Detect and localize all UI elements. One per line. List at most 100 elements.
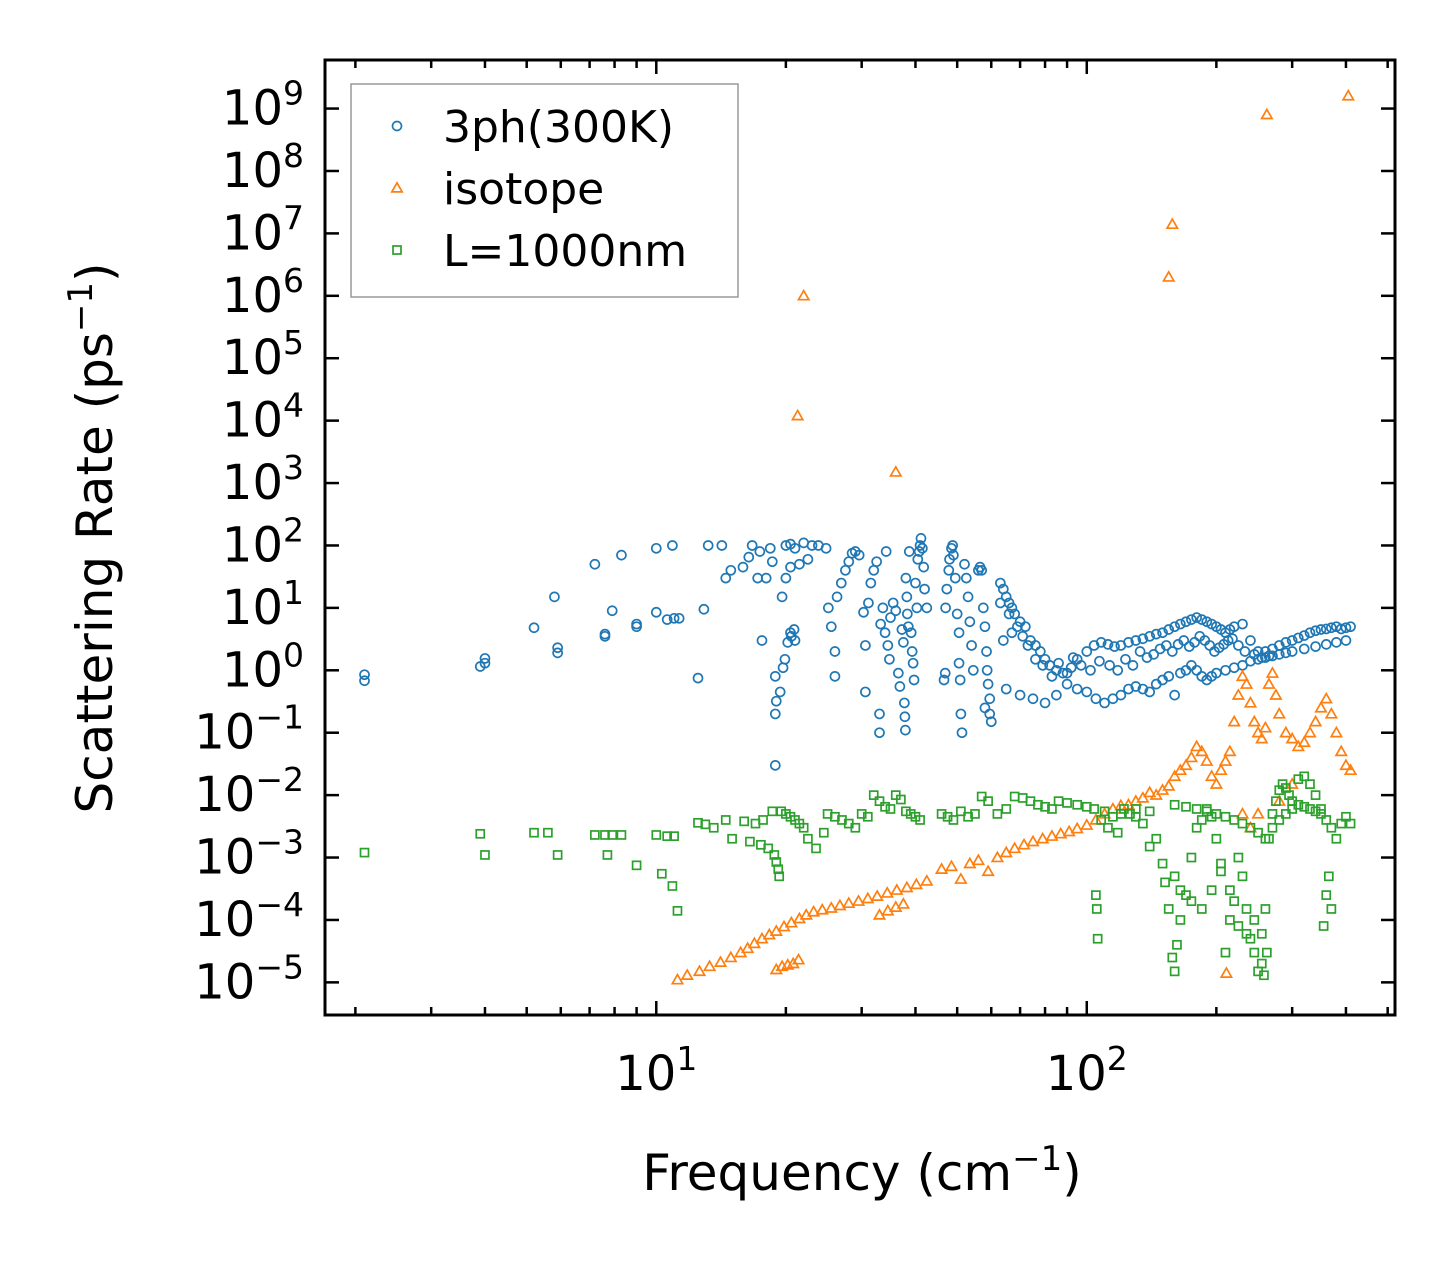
circle-point — [921, 602, 933, 614]
triangle-point — [1279, 725, 1293, 738]
circle-point — [1003, 608, 1015, 620]
circle-point — [760, 572, 772, 584]
circle-point — [1130, 635, 1142, 646]
triangle-point — [1189, 739, 1204, 752]
circle-point — [1237, 618, 1248, 630]
square-point — [1220, 947, 1231, 958]
triangle-point — [1036, 831, 1050, 844]
triangle-point — [1265, 666, 1280, 678]
circle-point — [1326, 622, 1337, 634]
circle-point — [698, 603, 710, 615]
square-point — [868, 790, 879, 800]
circle-point — [1109, 641, 1120, 652]
circle-point — [1304, 627, 1316, 639]
triangle-point — [900, 880, 914, 893]
triangle-point — [1303, 725, 1317, 738]
circle-point — [1298, 643, 1310, 655]
triangle-point — [1204, 769, 1219, 782]
circle-point — [853, 549, 865, 561]
triangle-point — [1167, 769, 1182, 782]
circle-point — [1000, 683, 1012, 695]
circle-point — [1256, 652, 1268, 663]
circle-point — [822, 602, 834, 614]
square-point — [1169, 799, 1180, 810]
circle-point — [1000, 591, 1012, 603]
circle-point — [912, 553, 924, 565]
triangle-point — [1143, 785, 1157, 798]
square-point — [1299, 801, 1310, 812]
circle-point — [789, 635, 801, 646]
square-point — [763, 843, 774, 854]
square-point — [631, 860, 642, 871]
triangle-point — [680, 968, 694, 981]
square-point — [1201, 806, 1212, 817]
triangle-point — [1343, 763, 1358, 776]
square-point — [1274, 815, 1285, 825]
triangle-point — [1269, 688, 1283, 700]
circle-point — [919, 583, 930, 595]
square-point — [1211, 833, 1222, 844]
square-point — [1144, 806, 1155, 817]
triangle-point — [1200, 754, 1214, 766]
triangle-point — [934, 862, 949, 874]
y-tick-label: 107 — [222, 198, 304, 261]
square-point — [1091, 890, 1101, 900]
triangle-point — [1235, 806, 1250, 819]
square-point — [1181, 801, 1191, 812]
circle-point — [776, 591, 788, 603]
circle-point — [908, 674, 920, 686]
circle-point — [788, 624, 800, 635]
circle-point — [668, 612, 680, 624]
circle-point — [599, 630, 611, 642]
circle-point — [899, 697, 910, 709]
circle-point — [1027, 693, 1039, 705]
circle-point — [1127, 660, 1139, 671]
circle-point — [875, 618, 886, 630]
square-point — [667, 881, 678, 891]
circle-point — [874, 727, 885, 739]
circle-point — [1046, 670, 1058, 682]
circle-point — [1012, 621, 1023, 633]
circle-point — [1150, 628, 1162, 640]
circle-point — [1298, 630, 1310, 641]
circle-point — [1134, 646, 1146, 657]
circle-point — [692, 672, 704, 684]
square-point — [1119, 804, 1129, 814]
square-point — [1216, 866, 1226, 877]
square-point — [1345, 818, 1356, 829]
triangle-point — [1329, 725, 1344, 738]
y-tick-label: 103 — [222, 448, 304, 511]
circle-point — [1006, 602, 1018, 614]
triangle-point — [1262, 677, 1276, 689]
circle-point — [1095, 637, 1107, 648]
square-point — [850, 822, 861, 833]
circle-point — [1191, 612, 1203, 623]
triangle-point — [1165, 217, 1179, 230]
circle-point — [1102, 639, 1114, 650]
square-point — [1112, 827, 1123, 838]
square-point — [1225, 885, 1235, 896]
circle-point — [769, 670, 781, 682]
square-point — [590, 830, 600, 840]
triangle-point — [713, 955, 728, 968]
circle-point — [951, 608, 963, 620]
square-point — [1130, 804, 1141, 814]
square-point — [1225, 915, 1235, 925]
circle-point — [1196, 614, 1208, 625]
triangle-point — [954, 872, 968, 884]
circle-point — [900, 724, 911, 736]
circle-point — [1075, 660, 1087, 671]
square-point — [1293, 799, 1304, 810]
y-tick-label: 106 — [222, 261, 304, 324]
circle-point — [1039, 697, 1051, 709]
series-l-1000nm — [359, 771, 1356, 981]
triangle-point — [1070, 821, 1084, 834]
square-point — [1249, 947, 1260, 958]
circle-point — [892, 667, 904, 679]
y-tick-label: 108 — [222, 136, 304, 199]
y-tick-label: 104 — [222, 386, 304, 449]
triangle-point — [1334, 744, 1348, 757]
circle-point — [1017, 630, 1029, 642]
triangle-point — [1026, 834, 1040, 847]
circle-point — [1057, 667, 1069, 679]
